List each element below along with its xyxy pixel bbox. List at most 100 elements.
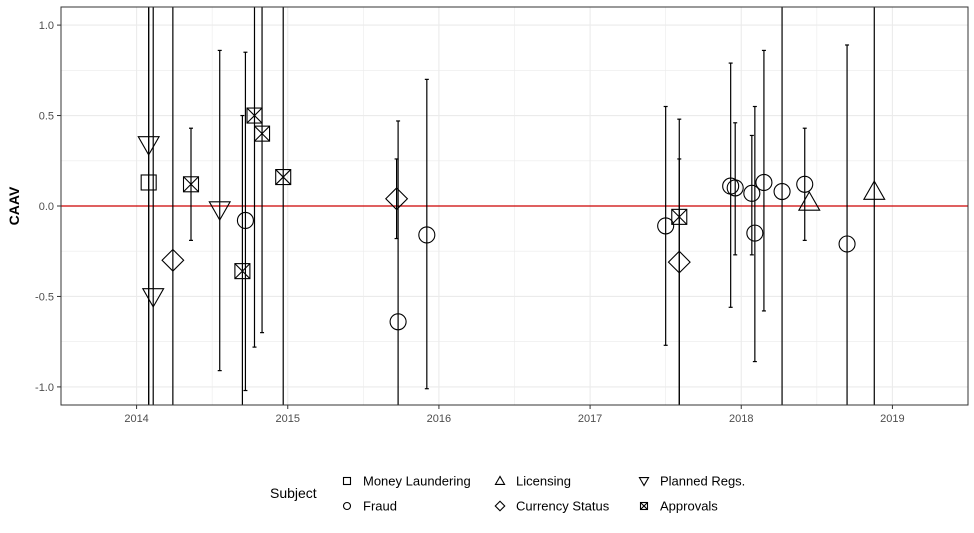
y-tick-label: 0.5 [39,111,54,123]
y-tick-label: 0.0 [39,201,54,213]
marker-shape [838,235,856,253]
point-approvals [254,125,271,142]
point-fraud [743,184,761,202]
legend-item-approvals: Approvals [639,499,718,514]
marker-shape [182,176,200,193]
marker-shape [638,477,650,487]
legend-label: Fraud [363,499,397,514]
legend-item-money-laundering: Money Laundering [342,474,471,489]
legend-title: Subject [270,485,317,501]
marker-shape [140,174,157,191]
data-points [137,107,886,331]
marker-cross [183,176,199,193]
x-axis: 2014 2015 2016 2017 2018 2019 [124,405,905,425]
point-fraud [236,211,254,230]
point-currency-status [667,250,691,274]
y-axis-title: CAAV [6,186,22,225]
point-fraud [657,217,675,235]
legend-label: Planned Regs. [660,474,745,489]
legend-key [494,475,506,485]
legend-label: Approvals [660,499,718,514]
marker-cross [275,169,292,185]
legend-key [342,501,352,511]
legend-item-licensing: Licensing [494,474,571,489]
marker-shape [141,288,165,308]
marker-cross [254,125,270,142]
point-fraud [773,182,791,201]
marker-shape [657,217,675,235]
marker-shape [246,107,263,124]
legend-item-currency-status: Currency Status [494,499,610,514]
point-approvals [182,176,200,193]
point-fraud [796,175,814,193]
x-tick-label: 2017 [578,413,602,425]
point-licensing [862,180,886,200]
marker-shape [746,224,764,242]
point-currency-status [161,248,185,272]
marker-shape [862,180,886,200]
marker-shape [494,475,506,485]
y-tick-label: 1.0 [39,20,54,32]
marker-shape [342,476,352,486]
point-fraud [726,179,744,197]
marker-shape [743,184,761,202]
marker-shape [254,125,271,142]
marker-shape [342,501,352,511]
x-tick-label: 2016 [427,413,451,425]
legend-item-fraud: Fraud [342,499,397,514]
x-tick-label: 2018 [729,413,753,425]
point-fraud [746,224,764,242]
point-fraud [838,235,856,253]
point-approvals [234,263,251,280]
legend-label: Licensing [516,474,571,489]
y-axis: -1.0 -0.5 0.0 0.5 1.0 [35,20,61,394]
marker-shape [773,182,791,201]
legend-key [342,476,352,486]
point-fraud [389,313,407,331]
point-licensing [797,190,821,211]
marker-shape [385,187,409,211]
marker-shape [236,211,254,230]
marker-shape [137,136,161,156]
marker-shape [667,250,691,274]
y-tick-label: -1.0 [35,382,54,394]
error-bars [148,7,875,405]
marker-shape [234,263,251,280]
marker-shape [494,500,506,512]
point-planned-regs [137,136,161,156]
point-fraud [755,173,773,192]
marker-shape [161,248,185,272]
legend: Subject Money Laundering Fraud Licensing Cu… [270,474,745,514]
legend-key [638,477,650,487]
x-tick-label: 2014 [124,413,148,425]
point-planned-regs [141,288,165,308]
marker-shape [755,173,773,192]
marker-shape [797,190,821,211]
legend-label: Money Laundering [363,474,471,489]
marker-cross [640,502,648,510]
marker-shape [275,169,292,186]
x-tick-label: 2019 [880,413,904,425]
marker-cross [234,263,251,280]
y-tick-label: -0.5 [35,291,54,303]
legend-key [639,501,649,511]
point-planned-regs [208,201,232,222]
marker-cross [671,208,688,225]
legend-item-planned-regs: Planned Regs. [638,474,745,489]
marker-shape [796,175,814,193]
point-approvals [246,107,263,124]
marker-shape [671,208,688,225]
point-fraud [418,226,436,244]
marker-cross [246,107,263,124]
x-tick-label: 2015 [276,413,300,425]
point-approvals [671,208,688,225]
point-currency-status [385,187,409,211]
point-money-laundering [140,174,157,191]
legend-key [494,500,506,512]
marker-shape [726,179,744,197]
legend-label: Currency Status [516,499,610,514]
marker-shape [208,201,232,222]
marker-shape [418,226,436,244]
point-approvals [275,169,292,186]
